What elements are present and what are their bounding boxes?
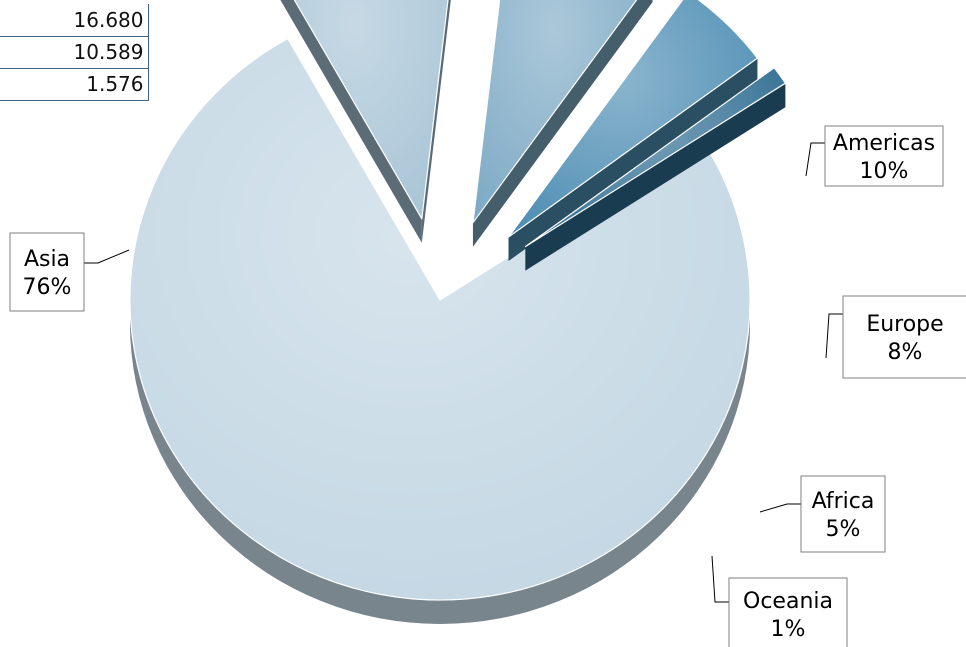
slice-label: Asia [24, 247, 70, 272]
pie-slice-asia [129, 38, 751, 624]
slice-percent: 1% [771, 617, 806, 642]
leader-line [84, 249, 130, 264]
leader-line [759, 503, 801, 513]
slice-percent: 5% [826, 517, 861, 542]
slice-percent: 76% [23, 275, 72, 300]
label-box [842, 295, 966, 379]
slice-highlight [129, 38, 750, 600]
pie-slice-oceania [524, 67, 786, 271]
data-label-africa: Africa 5% [759, 475, 886, 553]
slice-side-wall [280, 0, 422, 243]
table-cell: 16.680 [0, 4, 149, 37]
label-box [800, 475, 886, 553]
slice-highlight [294, 0, 448, 219]
table-row: 16.680 [0, 4, 149, 37]
label-box [728, 577, 848, 647]
pie-slice-europe [472, 0, 653, 247]
slice-side-wall [508, 58, 758, 261]
pie-slice-africa [507, 0, 759, 261]
slice-percent: 8% [888, 340, 923, 365]
slice-side-wall [525, 83, 786, 271]
leader-line [825, 313, 843, 359]
label-box [9, 232, 85, 312]
slice-highlight [525, 67, 786, 247]
slice-highlight [508, 0, 758, 237]
slice-label: Americas [833, 131, 935, 156]
table-cell: 10.589 [0, 35, 149, 69]
slice-percent: 10% [860, 159, 909, 184]
data-label-europe: Europe 8% [825, 295, 966, 379]
slice-label: Europe [866, 312, 943, 337]
label-box [824, 125, 944, 187]
data-table: 16.680 10.589 1.576 [0, 4, 149, 101]
slice-label: Oceania [743, 589, 833, 614]
leader-line [711, 555, 729, 603]
data-label-americas: Americas 10% [805, 125, 944, 187]
data-label-oceania: Oceania 1% [711, 555, 848, 647]
data-label-asia: Asia 76% [9, 232, 130, 312]
pie-slice-americas [280, 0, 451, 243]
leader-line [805, 142, 825, 177]
slice-highlight [472, 0, 637, 223]
table-row: 10.589 [0, 35, 149, 69]
table-row: 1.576 [0, 67, 149, 101]
table-cell: 1.576 [0, 67, 149, 101]
slice-side-wall [472, 0, 653, 247]
slice-label: Africa [812, 489, 875, 514]
